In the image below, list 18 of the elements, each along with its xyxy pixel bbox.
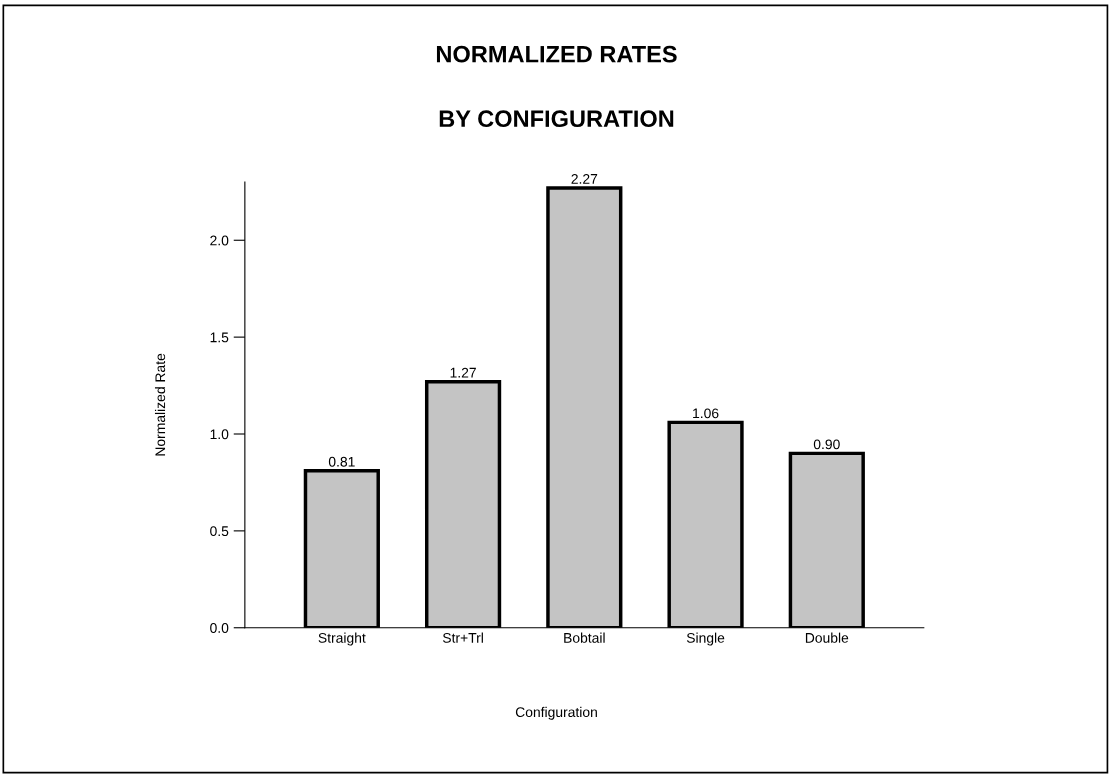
y-tick-label: 2.0 [210, 235, 229, 246]
y-tick-label: 0.5 [210, 526, 229, 537]
x-tick-label: Straight [318, 632, 366, 646]
y-tick-label: 0.0 [210, 623, 229, 633]
x-tick-label: Bobtail [564, 632, 605, 643]
y-tick-label: 1.0 [210, 429, 229, 440]
x-axis-title: Configuration [515, 706, 597, 720]
data-label: 1.06 [693, 408, 719, 419]
chart-title: NORMALIZED RATES BY CONFIGURATION [436, 45, 677, 128]
x-tick-label: Single [686, 632, 725, 646]
data-label: 1.27 [450, 367, 476, 378]
data-label: 0.81 [328, 456, 355, 467]
data-label: 0.90 [813, 439, 840, 450]
data-label: 2.27 [571, 173, 598, 184]
y-axis-title: Normalized Rate [154, 353, 166, 456]
x-tick-label: Str+Trl [442, 632, 483, 643]
x-tick-label: Double [805, 632, 849, 643]
y-tick-label: 1.5 [210, 332, 229, 343]
